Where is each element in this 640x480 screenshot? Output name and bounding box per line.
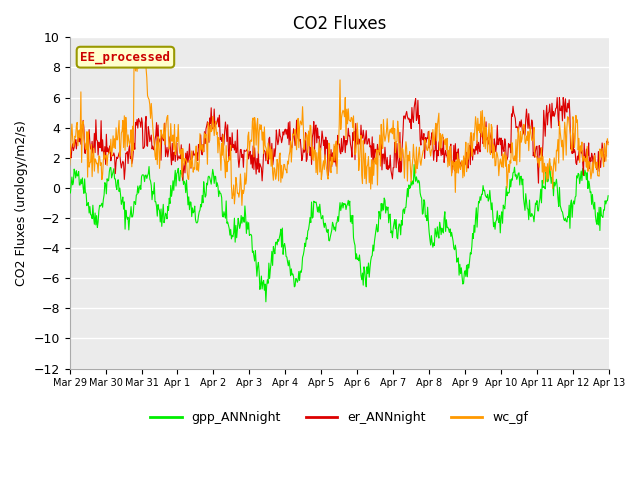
Text: EE_processed: EE_processed — [81, 50, 170, 64]
Y-axis label: CO2 Fluxes (urology/m2/s): CO2 Fluxes (urology/m2/s) — [15, 120, 28, 286]
Legend: gpp_ANNnight, er_ANNnight, wc_gf: gpp_ANNnight, er_ANNnight, wc_gf — [145, 406, 533, 429]
Title: CO2 Fluxes: CO2 Fluxes — [292, 15, 386, 33]
